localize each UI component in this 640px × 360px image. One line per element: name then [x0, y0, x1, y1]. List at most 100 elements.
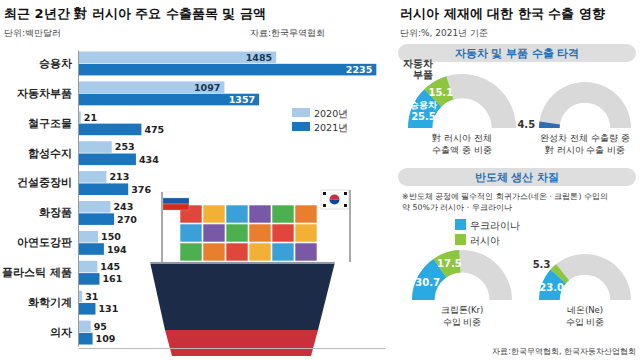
text-line: 반도체 생산 차질 — [475, 171, 559, 183]
donut-labels: 25.5승용차15.1자동차부품 — [403, 58, 454, 122]
data-labels: 1485109721253213243150145319522351357475… — [84, 52, 373, 344]
text-line: 5.3 — [533, 259, 551, 270]
x-axis — [79, 348, 386, 349]
container — [203, 243, 225, 261]
container — [226, 205, 248, 223]
data-label: 131 — [98, 303, 118, 314]
donut-labels: 23.05.3 — [533, 259, 564, 293]
donut — [408, 74, 516, 128]
bar — [78, 333, 93, 345]
data-label: 2235 — [346, 64, 372, 75]
section-banner — [398, 44, 636, 62]
unit-note: 단위:%, 2021년 기준 — [400, 28, 488, 38]
legend-label: 2020년 — [314, 108, 348, 119]
tick: 철구조물 — [28, 117, 78, 129]
container — [295, 205, 317, 223]
tick: 아연도강판 — [17, 236, 78, 248]
legend-label: 2021년 — [314, 122, 348, 133]
flag-trigram — [323, 192, 326, 195]
donut-caption: 완성차 전체 수출량 중對 러시아 수출 비중 — [540, 133, 629, 155]
text-line: 213 — [109, 171, 129, 182]
bars — [78, 51, 376, 344]
infographic: 러시아 제재에 대한 한국 수출 영향단위:%, 2021년 기준자료:한국무역… — [0, 0, 640, 360]
tick: 승용차 — [39, 57, 78, 69]
category-label: 화학기계 — [28, 296, 72, 308]
note: ※반도체 공정에 필수적인 희귀가스(네온 · 크립톤) 수입의약 50%가 러… — [402, 192, 608, 212]
text-line: 30.7 — [415, 277, 440, 288]
data-label: 194 — [107, 244, 127, 255]
donut-labels: 30.7 17.5 — [415, 258, 461, 288]
gauge-track — [539, 254, 631, 300]
text-line: 수입 비중 — [566, 317, 605, 327]
donut-labels: 4.5 — [517, 119, 535, 130]
data-label: 25.5 — [411, 111, 436, 122]
category-label: 플라스틱 제품 — [2, 266, 72, 278]
data-label: 161 — [102, 273, 122, 284]
gauge-track — [539, 82, 631, 128]
text-line: 對 러시아 전체 — [432, 133, 491, 143]
gauge-track — [408, 74, 516, 128]
legend: 2020년 2021년 — [292, 108, 348, 133]
text-line: 자료:한국무역협회, 한국자동차산업협회 — [492, 347, 636, 356]
text-line: 완성차 전체 수출량 중 — [540, 133, 629, 143]
legend-swatch — [455, 234, 466, 245]
unit-note: 단위:백만달러 — [4, 28, 61, 38]
panel-title: 러시아 제재에 대한 한국 수출 영향 — [400, 6, 605, 21]
container — [272, 205, 294, 223]
data-label: 1485 — [246, 52, 272, 63]
tick: 화학기계 — [28, 296, 78, 308]
donut-caption: 크립톤(Kr)수입 비중 — [441, 305, 484, 327]
text-line: 25.5 — [411, 111, 436, 122]
flag-stripe — [163, 192, 189, 198]
bar — [78, 321, 91, 333]
tick: 자동차부품 — [17, 87, 78, 99]
flag-trigram — [344, 204, 347, 207]
bar — [78, 51, 276, 63]
container — [249, 224, 271, 242]
text-line: 145 — [100, 261, 120, 272]
text-line: 434 — [139, 154, 159, 165]
text-line: 243 — [113, 201, 133, 212]
container — [295, 224, 317, 242]
legend-swatch — [292, 108, 310, 117]
container — [203, 224, 225, 242]
donut-marks — [539, 254, 631, 300]
text-line: 약 50%가 러시아 · 우크라이나 — [402, 203, 512, 212]
legend-swatch — [292, 122, 310, 131]
donut-marks — [408, 74, 516, 128]
data-label: 475 — [144, 124, 164, 135]
data-label: 31 — [85, 291, 98, 302]
flag-emblem-bottom — [330, 200, 340, 205]
container — [180, 243, 202, 261]
donut-segment — [550, 264, 569, 283]
flag-emblem-top — [330, 195, 340, 200]
tick: 합성수지 — [28, 147, 78, 159]
text-line: 15.1 — [428, 87, 453, 98]
text-line: 단위:백만달러 — [4, 28, 61, 38]
category-label: 의자 — [50, 326, 72, 338]
container — [272, 243, 294, 261]
text-line: 131 — [98, 303, 118, 314]
text-line: 2235 — [346, 64, 372, 75]
text-line: 부품 — [413, 69, 433, 80]
bar — [78, 124, 141, 136]
data-label: 145 — [100, 261, 120, 272]
text-line: 최근 2년간 對 러시아 주요 수출품목 및 금액 — [4, 6, 266, 21]
text-line: 자료:한국무역협회 — [250, 28, 325, 38]
text-line: 네온(Ne) — [567, 305, 603, 315]
donut-caption: 네온(Ne) 수입 비중 — [566, 305, 605, 327]
legend-swatch — [455, 219, 466, 230]
bar — [78, 303, 95, 315]
flag-pole — [162, 192, 163, 262]
text-line: 95 — [94, 321, 107, 332]
bar — [78, 213, 114, 225]
text-line: ※반도체 공정에 필수적인 희귀가스(네온 · 크립톤) 수입의 — [402, 192, 608, 201]
bar — [78, 154, 136, 166]
data-label: 17.5 — [437, 258, 462, 269]
donut-marks — [539, 82, 631, 128]
donut — [539, 82, 631, 128]
text-line: 2021년 — [314, 122, 348, 133]
bar — [78, 64, 376, 76]
data-label: 15.1 — [428, 87, 453, 98]
text-line: 러시아 제재에 대한 한국 수출 영향 — [400, 6, 605, 21]
